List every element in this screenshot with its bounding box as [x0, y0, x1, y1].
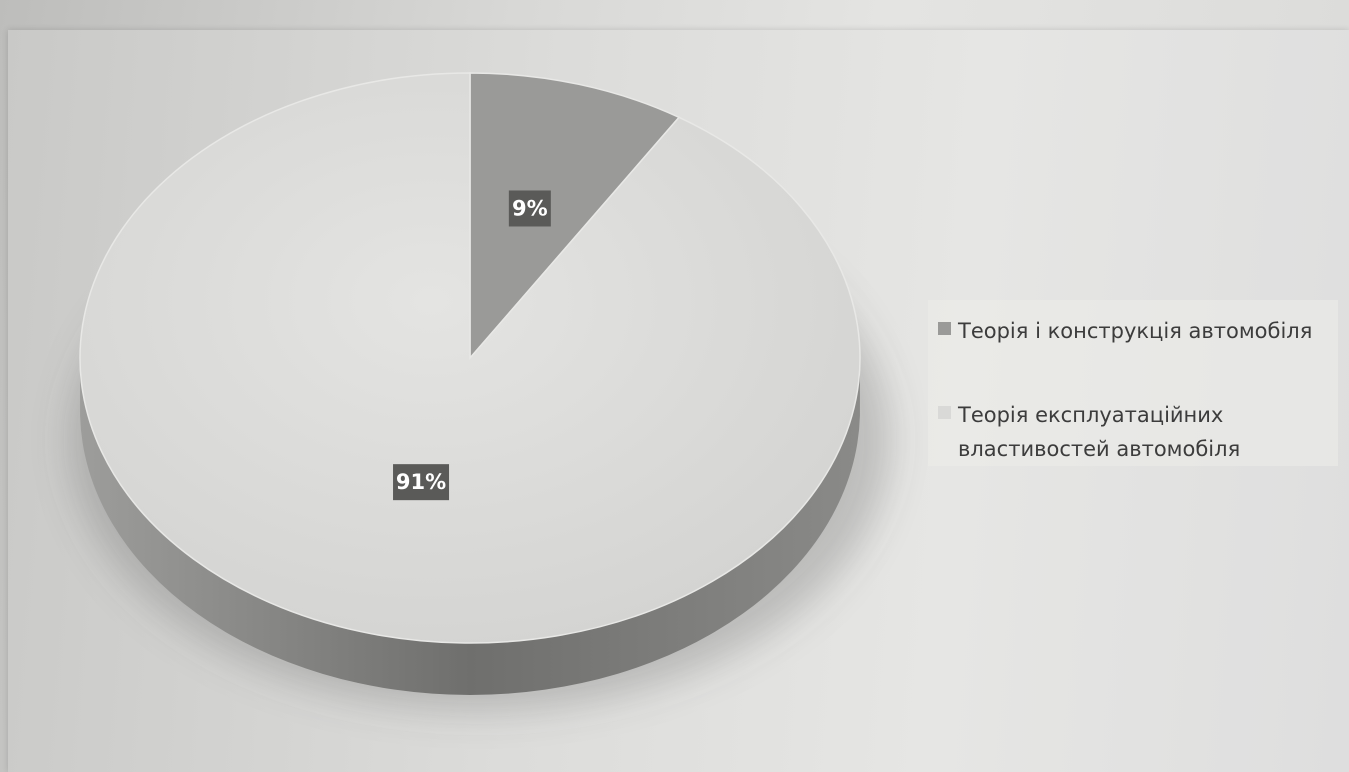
data-label-operational: 91%: [393, 464, 450, 501]
data-label-text-construction: 9%: [512, 196, 548, 220]
data-label-box-construction: [508, 190, 551, 227]
legend-item-construction: Теорія і конструкція автомобіля: [938, 314, 1338, 348]
legend-label-operational: Теорія експлуатаційних властивостей авто…: [958, 403, 1241, 461]
data-label-box-operational: [393, 464, 450, 501]
legend: Теорія і конструкція автомобіля Теорія е…: [928, 300, 1338, 466]
pie-slice-operational: [79, 72, 861, 644]
legend-swatch-operational: [938, 406, 951, 419]
pie-slice-construction: [469, 72, 681, 361]
legend-swatch-construction: [938, 322, 951, 335]
pie-side-wall: [80, 363, 860, 695]
legend-label-construction: Теорія і конструкція автомобіля: [958, 319, 1313, 343]
legend-item-operational: Теорія експлуатаційних властивостей авто…: [938, 398, 1258, 466]
pie-top: [79, 72, 861, 644]
pie-data-labels: 9% 91%: [393, 190, 551, 501]
data-label-text-operational: 91%: [396, 470, 446, 494]
data-label-construction: 9%: [508, 190, 551, 227]
pie-sides: [80, 363, 860, 695]
